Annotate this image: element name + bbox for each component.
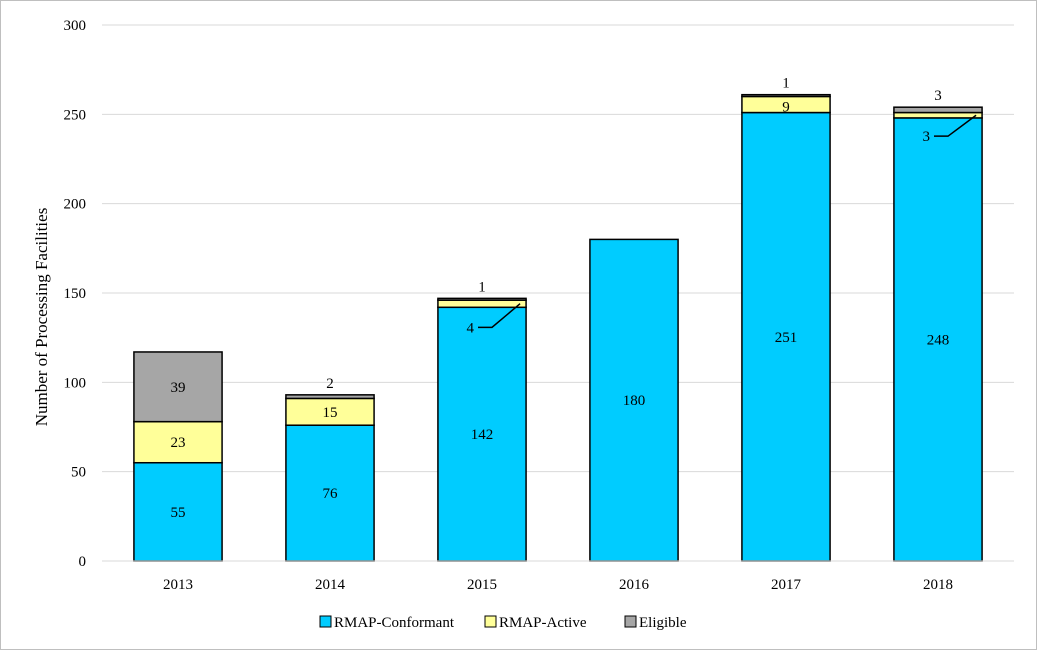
data-label-2018-2: 3 (934, 88, 942, 104)
y-axis-title: Number of Processing Facilities (32, 208, 51, 427)
y-tick-label-150: 150 (64, 286, 87, 302)
legend: RMAP-Conformant RMAP-Active Eligible (319, 615, 687, 631)
leader-line-2015 (478, 303, 521, 329)
x-tick-label-2014: 2014 (315, 577, 346, 593)
data-label-2017-1: 9 (782, 100, 790, 116)
gridlines (102, 24, 1014, 473)
y-axis-ticks: 0 50 100 150 200 250 300 (64, 18, 87, 570)
data-label-2013-1: 23 (171, 435, 186, 451)
bar-rmap-conformant-2016 (589, 238, 679, 562)
data-label-2014-1: 15 (323, 405, 338, 421)
x-tick-label-2015: 2015 (467, 577, 497, 593)
bar-rmap-active-2018 (893, 111, 983, 119)
x-tick-label-2013: 2013 (163, 577, 193, 593)
bar-rmap-conformant-2015 (437, 306, 527, 562)
legend-label-rmap-conformant: RMAP-Conformant (334, 615, 455, 631)
bar-rmap-active-2015 (437, 299, 527, 309)
legend-swatch-rmap-active (484, 615, 497, 628)
x-tick-label-2017: 2017 (771, 577, 802, 593)
legend-label-rmap-active: RMAP-Active (499, 615, 587, 631)
data-label-2018-0: 248 (927, 332, 950, 348)
data-label-2016-0: 180 (623, 393, 646, 409)
leader-line-2018 (934, 114, 977, 137)
y-tick-label-0: 0 (79, 554, 87, 570)
y-tick-label-300: 300 (64, 18, 87, 34)
data-label-2015-1: 4 (467, 320, 475, 336)
data-label-2015-0: 142 (471, 427, 494, 443)
data-label-2018-1: 3 (923, 129, 931, 145)
bar-eligible-2015 (437, 297, 527, 301)
bar-eligible-2018 (893, 106, 983, 114)
x-tick-label-2016: 2016 (619, 577, 650, 593)
data-label-2014-0: 76 (323, 486, 339, 502)
data-labels: 55 23 39 76 15 2 142 4 1 180 251 9 1 248 3 3 (171, 76, 977, 521)
data-label-2014-2: 2 (326, 376, 334, 392)
bars (133, 93, 983, 562)
bar-eligible-2014 (285, 394, 375, 400)
bar-eligible-2013 (133, 351, 223, 423)
y-tick-label-250: 250 (64, 107, 87, 123)
data-label-2017-2: 1 (782, 76, 790, 92)
data-label-2015-2: 1 (478, 279, 486, 295)
y-tick-label-50: 50 (71, 465, 86, 481)
data-label-2013-2: 39 (171, 380, 186, 396)
y-tick-label-100: 100 (64, 375, 87, 391)
legend-swatch-eligible (624, 615, 637, 628)
data-label-2013-0: 55 (171, 505, 186, 521)
x-axis-ticks: 2013 2014 2015 2016 2017 2018 (163, 577, 953, 593)
bar-rmap-active-2013 (133, 420, 223, 464)
x-tick-label-2018: 2018 (923, 577, 953, 593)
bar-eligible-2017 (741, 93, 831, 98)
bar-rmap-conformant-2018 (893, 117, 983, 562)
bar-rmap-conformant-2017 (741, 111, 831, 562)
bar-rmap-active-2014 (285, 397, 375, 426)
y-tick-label-200: 200 (64, 197, 87, 213)
data-label-2017-0: 251 (775, 330, 798, 346)
legend-swatch-rmap-conformant (319, 615, 332, 628)
legend-label-eligible: Eligible (639, 615, 687, 631)
